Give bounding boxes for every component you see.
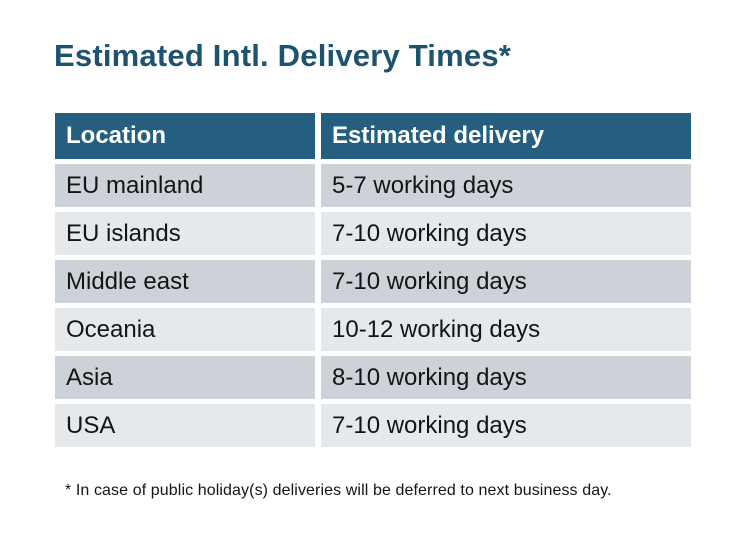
column-header-location: Location bbox=[55, 113, 315, 159]
table-row: Middle east 7-10 working days bbox=[55, 260, 691, 303]
location-cell: Middle east bbox=[55, 260, 315, 303]
delivery-cell: 8-10 working days bbox=[321, 356, 691, 399]
table-row: USA 7-10 working days bbox=[55, 404, 691, 447]
location-cell: EU mainland bbox=[55, 164, 315, 207]
table-header-row: Location Estimated delivery bbox=[55, 113, 691, 159]
column-header-estimated-delivery: Estimated delivery bbox=[321, 113, 691, 159]
location-cell: Oceania bbox=[55, 308, 315, 351]
location-cell: Asia bbox=[55, 356, 315, 399]
delivery-table: Location Estimated delivery EU mainland … bbox=[55, 113, 691, 452]
delivery-cell: 10-12 working days bbox=[321, 308, 691, 351]
table-row: EU islands 7-10 working days bbox=[55, 212, 691, 255]
table-row: EU mainland 5-7 working days bbox=[55, 164, 691, 207]
location-cell: USA bbox=[55, 404, 315, 447]
footnote: * In case of public holiday(s) deliverie… bbox=[65, 482, 612, 499]
delivery-cell: 7-10 working days bbox=[321, 212, 691, 255]
delivery-cell: 7-10 working days bbox=[321, 260, 691, 303]
table-row: Oceania 10-12 working days bbox=[55, 308, 691, 351]
table-row: Asia 8-10 working days bbox=[55, 356, 691, 399]
location-cell: EU islands bbox=[55, 212, 315, 255]
page-title: Estimated Intl. Delivery Times* bbox=[54, 38, 512, 73]
delivery-cell: 5-7 working days bbox=[321, 164, 691, 207]
delivery-cell: 7-10 working days bbox=[321, 404, 691, 447]
